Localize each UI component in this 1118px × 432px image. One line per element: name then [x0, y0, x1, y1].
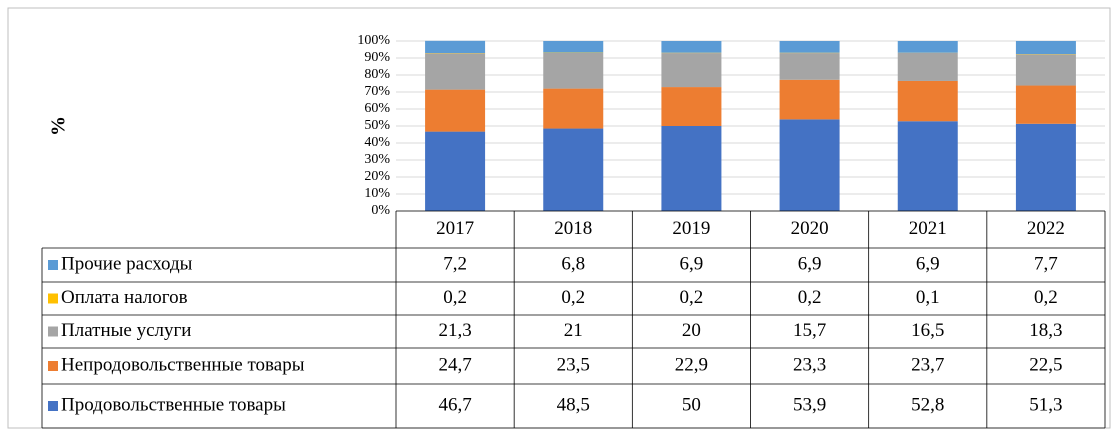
bar-segment — [779, 79, 840, 120]
table-value: 6,9 — [798, 253, 822, 274]
y-tick-label: 30% — [364, 152, 390, 167]
legend-swatch — [48, 361, 58, 371]
bar-segment — [543, 52, 604, 89]
table-value: 0,2 — [680, 287, 704, 308]
y-tick-label: 100% — [357, 33, 390, 48]
bar-segment — [1015, 123, 1076, 211]
table-value: 23,3 — [793, 354, 826, 375]
table-value: 24,7 — [438, 354, 471, 375]
x-tick-label: 2018 — [554, 218, 592, 239]
table-value: 0,2 — [561, 287, 585, 308]
legend-swatch — [48, 401, 58, 411]
bar-segment — [425, 40, 486, 54]
x-tick-label: 2021 — [909, 218, 947, 239]
bar-segment — [425, 89, 486, 132]
table-value: 21,3 — [438, 320, 471, 341]
legend-label: Продовольственные товары — [61, 394, 286, 415]
legend-swatch — [48, 326, 58, 337]
bar-segment — [661, 53, 722, 88]
bar-segment — [661, 126, 722, 211]
legend-label: Оплата налогов — [61, 287, 188, 308]
table-value: 51,3 — [1029, 394, 1062, 415]
bar-segment — [897, 52, 958, 81]
legend-swatch — [48, 293, 58, 304]
table-value: 0,1 — [916, 287, 940, 308]
table-value: 16,5 — [911, 320, 944, 341]
bar-segment — [779, 53, 840, 80]
table-value: 18,3 — [1029, 320, 1062, 341]
legend-label: Прочие расходы — [61, 253, 193, 274]
y-tick-label: 10% — [364, 186, 390, 201]
bar-segment — [543, 41, 604, 53]
y-tick-label: 80% — [364, 67, 390, 82]
table-value: 0,2 — [798, 287, 822, 308]
y-tick-label: 40% — [364, 135, 390, 150]
y-tick-label: 20% — [364, 169, 390, 184]
table-value: 52,8 — [911, 394, 944, 415]
bar-segment — [779, 119, 840, 211]
y-tick-label: 50% — [364, 118, 390, 133]
table-value: 6,8 — [561, 253, 585, 274]
bar-segment — [543, 88, 604, 129]
table-value: 6,9 — [680, 253, 704, 274]
table-value: 0,2 — [443, 287, 467, 308]
table-value: 46,7 — [438, 394, 471, 415]
y-axis-label: % — [48, 116, 70, 136]
bar-segment — [1015, 41, 1076, 55]
bar-segment — [897, 41, 958, 53]
x-tick-label: 2019 — [672, 218, 710, 239]
bar-segment — [543, 128, 604, 211]
bar-segment — [425, 53, 486, 90]
table-value: 21 — [564, 320, 583, 341]
legend-swatch — [48, 260, 58, 270]
table-value: 53,9 — [793, 394, 826, 415]
table-value: 22,5 — [1029, 354, 1062, 375]
bar-segment — [425, 131, 486, 211]
table-value: 7,2 — [443, 253, 467, 274]
y-tick-label: 70% — [364, 84, 390, 99]
table-value: 20 — [682, 320, 701, 341]
bar-segment — [661, 87, 722, 126]
table-value: 50 — [682, 394, 701, 415]
table-value: 6,9 — [916, 253, 940, 274]
bar-segment — [779, 41, 840, 53]
bar-segment — [897, 80, 958, 122]
table-value: 7,7 — [1034, 253, 1058, 274]
table-value: 22,9 — [675, 354, 708, 375]
legend-label: Непродовольственные товары — [61, 354, 305, 375]
table-value: 23,5 — [557, 354, 590, 375]
y-tick-label: 90% — [364, 50, 390, 65]
bar-segment — [897, 121, 958, 211]
x-tick-label: 2017 — [436, 218, 474, 239]
y-tick-label: 60% — [364, 101, 390, 116]
table-value: 23,7 — [911, 354, 944, 375]
table-value: 48,5 — [557, 394, 590, 415]
legend-label: Платные услуги — [61, 320, 191, 341]
bar-segment — [661, 41, 722, 53]
table-value: 15,7 — [793, 320, 826, 341]
bar-segment — [1015, 54, 1076, 86]
x-tick-label: 2022 — [1027, 218, 1065, 239]
x-tick-label: 2020 — [791, 218, 829, 239]
bar-segment — [1015, 85, 1076, 124]
table-value: 0,2 — [1034, 287, 1058, 308]
y-tick-label: 0% — [371, 203, 390, 218]
